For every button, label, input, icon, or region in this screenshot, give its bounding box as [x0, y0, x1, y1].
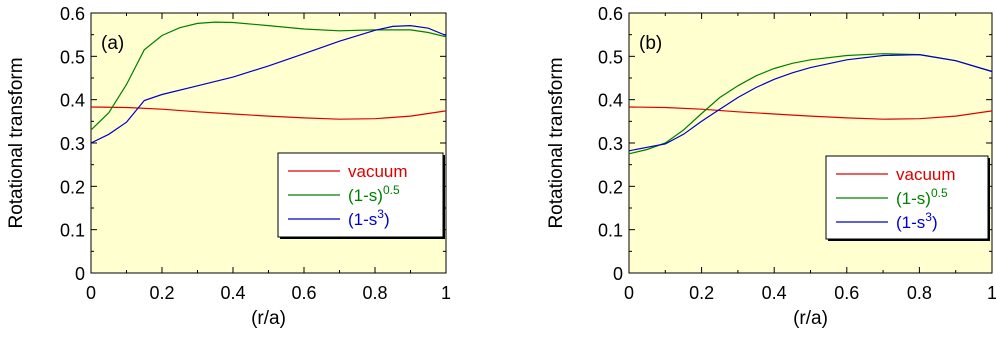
x-tick-label: 0.2: [689, 283, 714, 303]
legend-label-2: (1-s3): [348, 207, 390, 229]
legend-label-1: (1-s)0.5: [896, 186, 948, 208]
chart-b-panel: 0 0.1 0.2 0.3 0.4 0.5 0.6 0 0.2 0.4 0.6 0.8 1 (r/a) Ro…: [546, 4, 996, 329]
y-tick-label: 0.6: [598, 4, 623, 24]
legend-label-0: vacuum: [348, 162, 408, 181]
chart-b-x-axis-label: (r/a): [793, 308, 828, 329]
x-tick-label: 1: [441, 283, 451, 303]
chart-a-y-axis-label: Rotational transform: [6, 57, 27, 228]
x-tick-label: 0.8: [362, 283, 387, 303]
chart-b-panel-label: (b): [639, 33, 662, 54]
x-tick-label: 0.6: [291, 283, 316, 303]
legend-label-2: (1-s3): [896, 210, 938, 232]
x-tick-label: 0.4: [762, 283, 787, 303]
y-tick-label: 0.2: [598, 177, 623, 197]
y-tick-label: 0: [75, 264, 85, 284]
legend-label-1: (1-s)0.5: [348, 183, 400, 205]
y-tick-label: 0.5: [598, 47, 623, 67]
x-tick-label: 1: [987, 283, 996, 303]
series-line-2: [628, 53, 993, 152]
y-tick-label: 0: [613, 264, 623, 284]
chart-a-panel: 0 0.1 0.2 0.3 0.4 0.5 0.6 0 0.2 0.4 0.6 0.8 1 (r/a) Ro…: [6, 4, 451, 329]
series-line-0: [90, 106, 447, 120]
chart-a-x-axis-label: (r/a): [251, 308, 286, 329]
y-tick-label: 0.1: [60, 221, 85, 241]
x-tick-label: 0: [86, 283, 96, 303]
x-tick-label: 0.4: [220, 283, 245, 303]
y-tick-label: 0.2: [60, 177, 85, 197]
y-tick-label: 0.3: [598, 134, 623, 154]
series-line-1: [628, 53, 993, 155]
legend-label-0: vacuum: [896, 165, 956, 184]
x-tick-label: 0.8: [907, 283, 932, 303]
y-tick-label: 0.5: [60, 47, 85, 67]
series-line-0: [628, 106, 993, 120]
y-tick-label: 0.6: [60, 4, 85, 24]
series-line-2: [90, 24, 447, 144]
x-tick-label: 0.6: [834, 283, 859, 303]
x-tick-label: 0.2: [149, 283, 174, 303]
chart-b-y-axis-label: Rotational transform: [546, 57, 567, 228]
y-tick-label: 0.4: [60, 91, 85, 111]
series-line-1: [90, 21, 447, 131]
chart-a-panel-label: (a): [101, 33, 124, 54]
y-tick-label: 0.4: [598, 91, 623, 111]
y-tick-label: 0.3: [60, 134, 85, 154]
y-tick-label: 0.1: [598, 221, 623, 241]
x-tick-label: 0: [624, 283, 634, 303]
